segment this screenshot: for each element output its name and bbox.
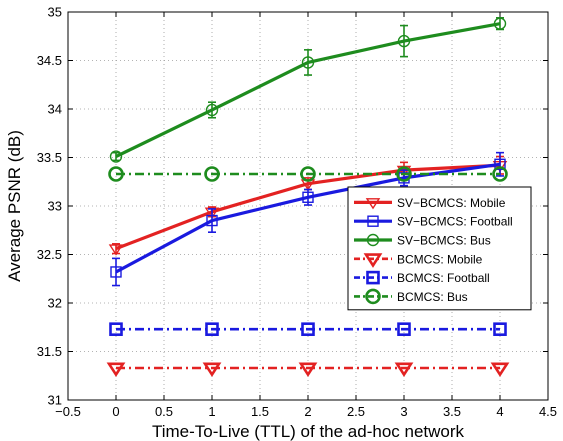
x-tick-label: −0.5: [55, 404, 81, 419]
x-tick-label: 2: [304, 404, 311, 419]
data-point: [205, 322, 219, 336]
y-axis-label: Average PSNR (dB): [5, 130, 24, 282]
x-tick-label: 0.5: [155, 404, 173, 419]
legend: SV−BCMCS: Mobile SV−BCMCS: Football SV−BCM…: [347, 186, 532, 311]
data-point: [108, 244, 124, 256]
series-6: [108, 166, 508, 182]
y-tick-label: 32: [48, 296, 62, 311]
y-tick-label: 35: [48, 5, 62, 20]
legend-marker: [366, 233, 380, 247]
ticks: −0.5 0 0.5 1 1.5 2 2.5 3 3.5 4 4.53131.53232.53333…: [37, 5, 557, 420]
y-tick-label: 31: [48, 393, 62, 408]
legend-box: [347, 186, 532, 311]
x-tick-label: 3: [400, 404, 407, 419]
x-tick-label: 4: [496, 404, 503, 419]
data-point: [396, 166, 412, 182]
data-point: [298, 362, 318, 378]
legend-marker: [363, 253, 383, 268]
x-tick-label: 2.5: [347, 404, 365, 419]
y-tick-label: 34: [48, 102, 62, 117]
legend-label: SV−BCMCS: Football: [397, 215, 513, 229]
y-tick-label: 32.5: [37, 247, 62, 262]
data-point: [302, 191, 314, 203]
legend-label: BCMCS: Mobile: [397, 252, 483, 266]
series-4: [106, 362, 510, 378]
legend-entry: BCMCS: Bus: [354, 288, 468, 305]
data-point: [493, 17, 507, 30]
legend-label: BCMCS: Bus: [397, 290, 468, 304]
data-point: [494, 158, 506, 170]
data-point: [394, 362, 414, 378]
legend-entry: SV−BCMCS: Football: [354, 215, 513, 229]
data-point: [397, 322, 411, 336]
data-point: [301, 322, 315, 336]
legend-label: SV−BCMCS: Mobile: [397, 196, 506, 210]
x-tick-label: 3.5: [443, 404, 461, 419]
data-point: [110, 266, 122, 278]
legend-marker: [365, 198, 381, 210]
data-point: [109, 150, 123, 163]
data-point: [204, 166, 220, 182]
legend-entry: SV−BCMCS: Mobile: [354, 196, 506, 210]
x-tick-label: 1: [208, 404, 215, 419]
y-tick-label: 34.5: [37, 53, 62, 68]
legend-label: SV−BCMCS: Bus: [397, 234, 491, 248]
y-tick-label: 33: [48, 199, 62, 214]
x-tick-label: 4.5: [539, 404, 557, 419]
data-point: [205, 103, 219, 117]
data-point: [300, 166, 316, 182]
data-point: [206, 214, 218, 227]
legend-marker: [367, 215, 379, 227]
legend-entry: BCMCS: Football: [354, 270, 490, 285]
x-tick-label: 0: [112, 404, 119, 419]
legend-entry: SV−BCMCS: Bus: [354, 234, 491, 248]
x-tick-label: 1.5: [251, 404, 269, 419]
data-point: [301, 56, 315, 69]
legend-label: BCMCS: Football: [397, 271, 490, 285]
legend-entry: BCMCS: Mobile: [354, 252, 483, 268]
data-point: [490, 362, 510, 378]
data-point: [397, 34, 411, 48]
y-tick-label: 33.5: [37, 150, 62, 165]
legend-marker: [366, 270, 380, 285]
data-point: [493, 322, 507, 336]
series-5: [109, 322, 507, 336]
legend-marker: [365, 288, 381, 305]
series-3: [109, 17, 507, 163]
x-axis-label: Time-To-Live (TTL) of the ad-hoc network: [152, 422, 465, 441]
data-point: [109, 322, 123, 336]
data-point: [492, 166, 508, 182]
data-point: [108, 166, 124, 182]
data-point: [106, 362, 126, 378]
series-layer: [106, 17, 510, 378]
y-tick-label: 31.5: [37, 344, 62, 359]
data-point: [202, 362, 222, 378]
